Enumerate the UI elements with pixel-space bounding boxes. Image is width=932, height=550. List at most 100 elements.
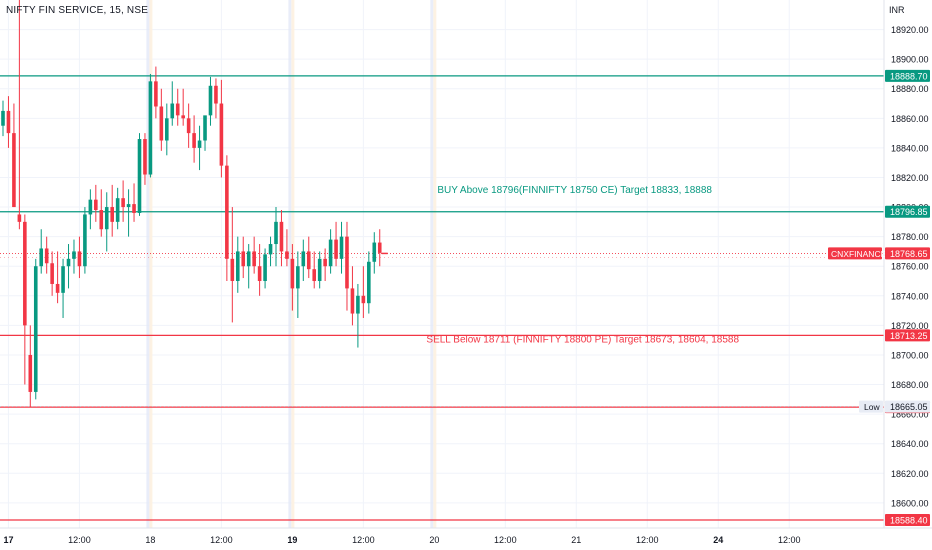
candle-body [121,198,125,208]
candle-body [175,103,180,116]
candle-body [83,214,87,267]
candle-body [235,251,240,282]
candle-body [23,221,27,326]
candle-body [12,133,16,208]
current-price-label: 18768.65 [890,249,928,259]
candle-body [61,266,65,293]
low-price-label: 18665.05 [890,402,928,412]
candle-body [110,207,114,222]
price-tick-label: 18680.00 [891,380,929,390]
candle-body [230,258,235,282]
price-tick-label: 18860.00 [891,114,929,124]
candle-body [268,244,273,255]
candle-body [99,210,104,230]
candle-body [306,251,311,270]
candle-body [126,204,131,208]
time-tick-label: 12:00 [636,535,659,545]
time-tick-label: 12:00 [778,535,801,545]
candle-body [328,239,333,267]
candle-body [132,204,136,213]
time-tick-label: 21 [571,535,581,545]
candle-body [88,199,93,215]
candle-body [104,207,109,230]
grid-lines [0,0,884,528]
price-level-label: 18888.70 [890,71,928,81]
price-tick-label: 18920.00 [891,25,929,35]
candle-body [279,221,284,252]
candle-body [274,221,278,245]
price-level-badge [885,329,930,342]
candle-body [208,85,213,116]
candle-body [192,133,196,148]
price-tick-label: 18880.00 [891,84,929,94]
time-tick-label: 17 [3,535,13,545]
time-tick-label: 12:00 [210,535,233,545]
price-tick-label: 18600.00 [891,498,929,508]
candle-body [44,248,49,264]
time-tick-label: 24 [713,535,723,545]
candle-body [367,261,371,304]
candle-body [317,258,322,282]
candle-body [143,139,147,175]
candle-body [241,251,246,267]
low-tag-label: Low [864,402,880,412]
price-tick-label: 18660.00 [891,410,929,420]
candle-body [197,140,202,148]
candle-body [72,251,76,259]
candle-body [165,118,169,141]
price-level-label: 18588.40 [890,516,928,526]
candle-body [356,295,360,314]
price-level-badge [885,514,930,527]
candle-body [290,258,295,289]
candle-body [323,258,327,267]
session-band-orange [149,0,153,528]
price-tick-label: 18720.00 [891,321,929,331]
time-tick-label: 20 [429,535,439,545]
candle-body [257,266,262,282]
candle-body [181,115,185,119]
symbol-badge [828,247,882,260]
price-level-badge [885,205,930,218]
candle-body [159,106,164,141]
candles [1,0,388,407]
candle-body [296,266,300,289]
price-tick-label: 18840.00 [891,143,929,153]
candle-body [17,214,22,222]
annotations: BUY Above 18796(FINNIFTY 18750 CE) Targe… [426,185,739,345]
price-tick-label: 18780.00 [891,232,929,242]
candle-body [55,283,60,293]
candle-body [148,81,153,175]
candle-body [94,199,98,211]
candle-body [361,295,366,304]
session-band-orange [433,0,437,528]
low-price-badge [885,400,930,413]
price-tick-label: 18740.00 [891,291,929,301]
candle-body [350,288,355,314]
symbol-badge-label: CNXFINANCE [831,249,887,259]
symbol-title: NIFTY FIN SERVICE, 15, NSE [6,5,149,16]
candle-body [77,251,82,267]
candle-body [285,251,289,259]
candle-body [186,118,191,134]
candle-body [203,115,207,141]
candle-body [6,110,11,134]
price-tick-label: 18640.00 [891,439,929,449]
time-axis[interactable]: 17 12:00 18 12:00 19 12:00 20 12:00 21 12:00 24 12:… [0,527,932,545]
candle-body [137,139,142,213]
candle-body [345,236,349,289]
price-tick-label: 18700.00 [891,350,929,360]
price-tick-label: 18820.00 [891,173,929,183]
price-axis[interactable]: 18920.00 18900.00 18880.00 18860.00 18840.00… [828,0,930,528]
candle-body [252,251,256,267]
time-tick-label: 18 [145,535,155,545]
price-tick-label: 18620.00 [891,469,929,479]
candle-body [1,110,5,126]
candle-body [33,266,38,392]
current-price-badge [885,247,930,260]
candle-body [334,239,338,259]
candle-body [372,242,377,262]
candle-body [312,269,317,282]
session-band-blue [430,0,434,528]
price-level-label: 18713.25 [890,331,928,341]
